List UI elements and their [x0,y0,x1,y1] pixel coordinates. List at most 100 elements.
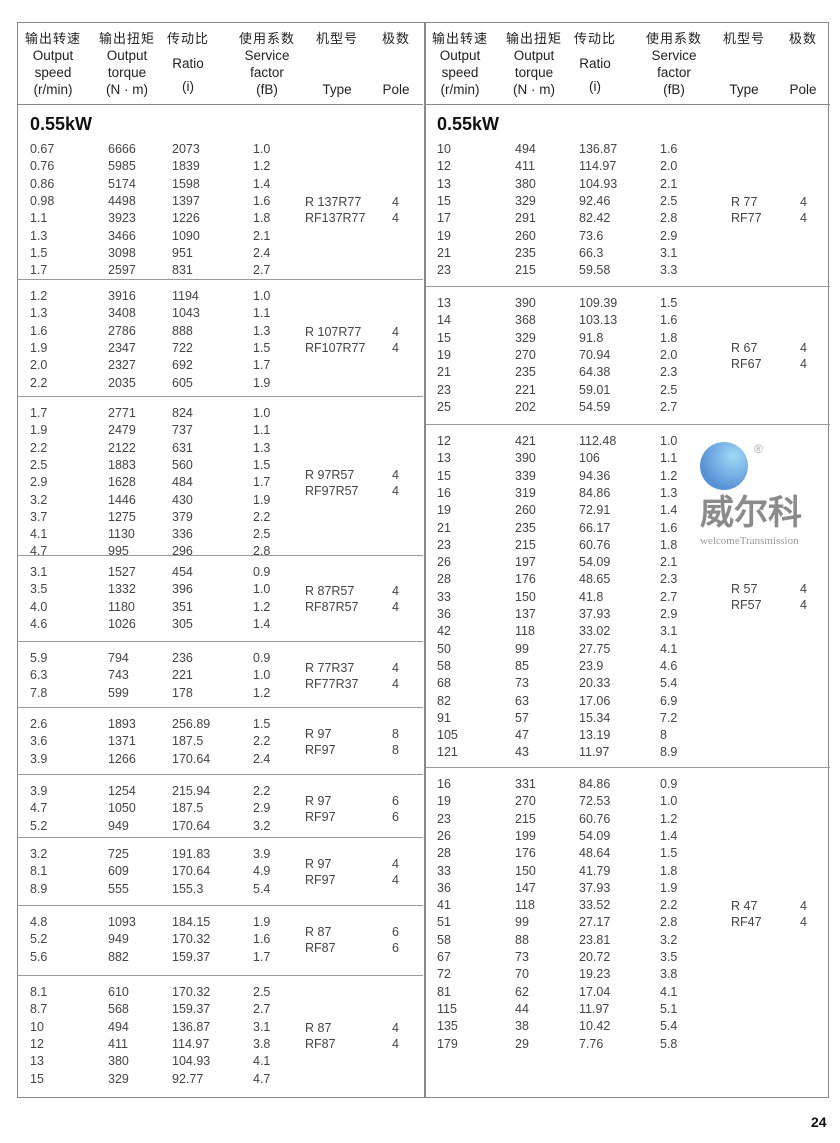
cell-ratio: 33.02 [579,624,611,639]
cell-service-factor: 1.2 [253,685,271,700]
table-row: 8.1 610 170.32 2.5 [17,984,423,1001]
table-row: 13 380 104.93 4.1 [17,1053,423,1070]
cell-speed: 2.2 [30,375,48,390]
cell-ratio: 59.58 [579,263,611,278]
model-type-line: RF87 [305,940,336,955]
cell-service-factor: 4.9 [253,864,271,879]
pole-line: 4 [392,856,399,871]
model-type-line: R 57 [731,582,758,597]
cell-torque: 221 [515,382,536,397]
table-row: 2.5 1883 560 1.5 [17,457,423,474]
cell-ratio: 1194 [172,289,199,303]
model-group: 8.1 610 170.32 2.5 8.7 568 159.37 2.7 10 494 136.8… [17,976,423,1098]
cell-ratio: 951 [172,245,193,260]
table-row: 6.3 743 221 1.0 [17,667,423,684]
cell-torque: 411 [108,1036,128,1051]
table-row: 179 29 7.76 5.8 [424,1036,830,1053]
pole-line: 4 [800,582,807,597]
cell-ratio: 170.64 [172,864,211,879]
header-en: (fB) [256,82,278,97]
header-0: 输出转速 Output speed (r/min) [19,30,87,98]
cell-service-factor: 1.2 [660,811,678,826]
cell-speed: 3.1 [30,565,48,579]
cell-service-factor: 7.2 [660,710,678,725]
header-en: (i) [182,79,194,94]
table-row: 5.9 794 236 0.9 [17,650,423,667]
cell-torque: 3923 [108,211,136,226]
table-row: 13 390 109.39 1.5 [424,295,830,312]
cell-ratio: 48.65 [579,572,611,587]
cell-service-factor: 1.4 [253,616,271,631]
cell-ratio: 23.81 [579,932,611,947]
cell-speed: 7.8 [30,685,48,700]
cell-ratio: 888 [172,323,193,338]
cell-service-factor: 2.3 [660,365,678,380]
cell-speed: 2.6 [30,717,48,731]
cell-speed: 15 [30,1071,44,1086]
cell-service-factor: 1.8 [660,330,678,345]
cell-service-factor: 5.4 [660,1019,678,1034]
table-row: 68 73 20.33 5.4 [424,675,830,692]
cell-torque: 3098 [108,245,136,260]
cell-service-factor: 2.9 [660,607,678,621]
table-row: 50 99 27.75 4.1 [424,641,830,658]
cell-speed: 3.6 [30,734,48,749]
cell-ratio: 11.97 [579,745,610,760]
cell-service-factor: 4.6 [660,658,678,673]
header-3: 使用系数 Service factor (fB) [229,30,305,98]
table-row: 10 494 136.87 3.1 [17,1019,423,1036]
header-1: 输出扭矩 Output torque (N · m) [500,30,568,98]
cell-speed: 5.6 [30,949,48,964]
model-type-line: R 77R37 [305,660,355,675]
cell-service-factor: 5.8 [660,1036,678,1051]
cell-service-factor: 1.8 [253,211,271,226]
table-row: 42 118 33.02 3.1 [424,623,830,640]
table-row: 1.9 2479 737 1.1 [17,422,423,439]
cell-speed: 3.2 [30,492,48,507]
cell-ratio: 104.93 [579,176,618,191]
header-2: 传动比 Ratio (i) [567,30,623,95]
cell-speed: 36 [437,607,451,621]
cell-ratio: 1598 [172,176,200,191]
model-group: 3.9 1254 215.94 2.2 4.7 1050 187.5 2.9 5.2 949 170… [17,775,423,838]
model-type: R 67 RF67 [731,340,762,372]
cell-service-factor: 1.6 [253,193,271,208]
table-frame [17,22,829,1098]
cell-service-factor: 1.0 [253,582,271,597]
registered-mark: ® [754,442,763,456]
table-row: 13 390 106 1.1 [424,450,830,467]
cell-ratio: 54.59 [579,399,611,414]
table-row: 105 47 13.19 8 [424,727,830,744]
cell-torque: 1527 [108,565,136,579]
cell-speed: 1.6 [30,323,48,338]
model-group: 1.2 3916 1194 1.0 1.3 3408 1043 1.1 1.6 2786 888 1.… [17,280,423,397]
cell-service-factor: 4.7 [253,1071,271,1086]
cell-torque: 1180 [108,599,135,614]
model-group: 1.7 2771 824 1.0 1.9 2479 737 1.1 2.2 2122 631 1.3 2… [17,397,423,558]
model-type-line: R 97R57 [305,467,355,482]
cell-ratio: 187.5 [172,734,204,749]
cell-ratio: 66.3 [579,245,604,260]
cell-torque: 4498 [108,193,136,208]
cell-ratio: 60.76 [579,811,611,826]
cell-ratio: 831 [172,263,193,278]
cell-torque: 118 [515,624,535,639]
table-row: 8.1 609 170.64 4.9 [17,863,423,880]
cell-ratio: 159.37 [172,1002,211,1017]
cell-ratio: 379 [172,509,193,524]
pole-line: 4 [800,598,807,613]
cell-service-factor: 4.1 [253,1054,271,1069]
model-type-line: R 97 [305,793,332,808]
table-row: 5.2 949 170.64 3.2 [17,818,423,835]
cell-torque: 1254 [108,784,136,798]
cell-speed: 12 [437,159,451,174]
cell-ratio: 109.39 [579,296,618,310]
cell-torque: 47 [515,728,529,743]
cell-service-factor: 1.2 [660,468,678,483]
page-number: 24 [811,1114,827,1130]
cell-speed: 23 [437,811,451,826]
cell-service-factor: 1.7 [253,949,271,964]
header-en: torque [107,65,147,80]
pole-line: 4 [392,583,399,598]
